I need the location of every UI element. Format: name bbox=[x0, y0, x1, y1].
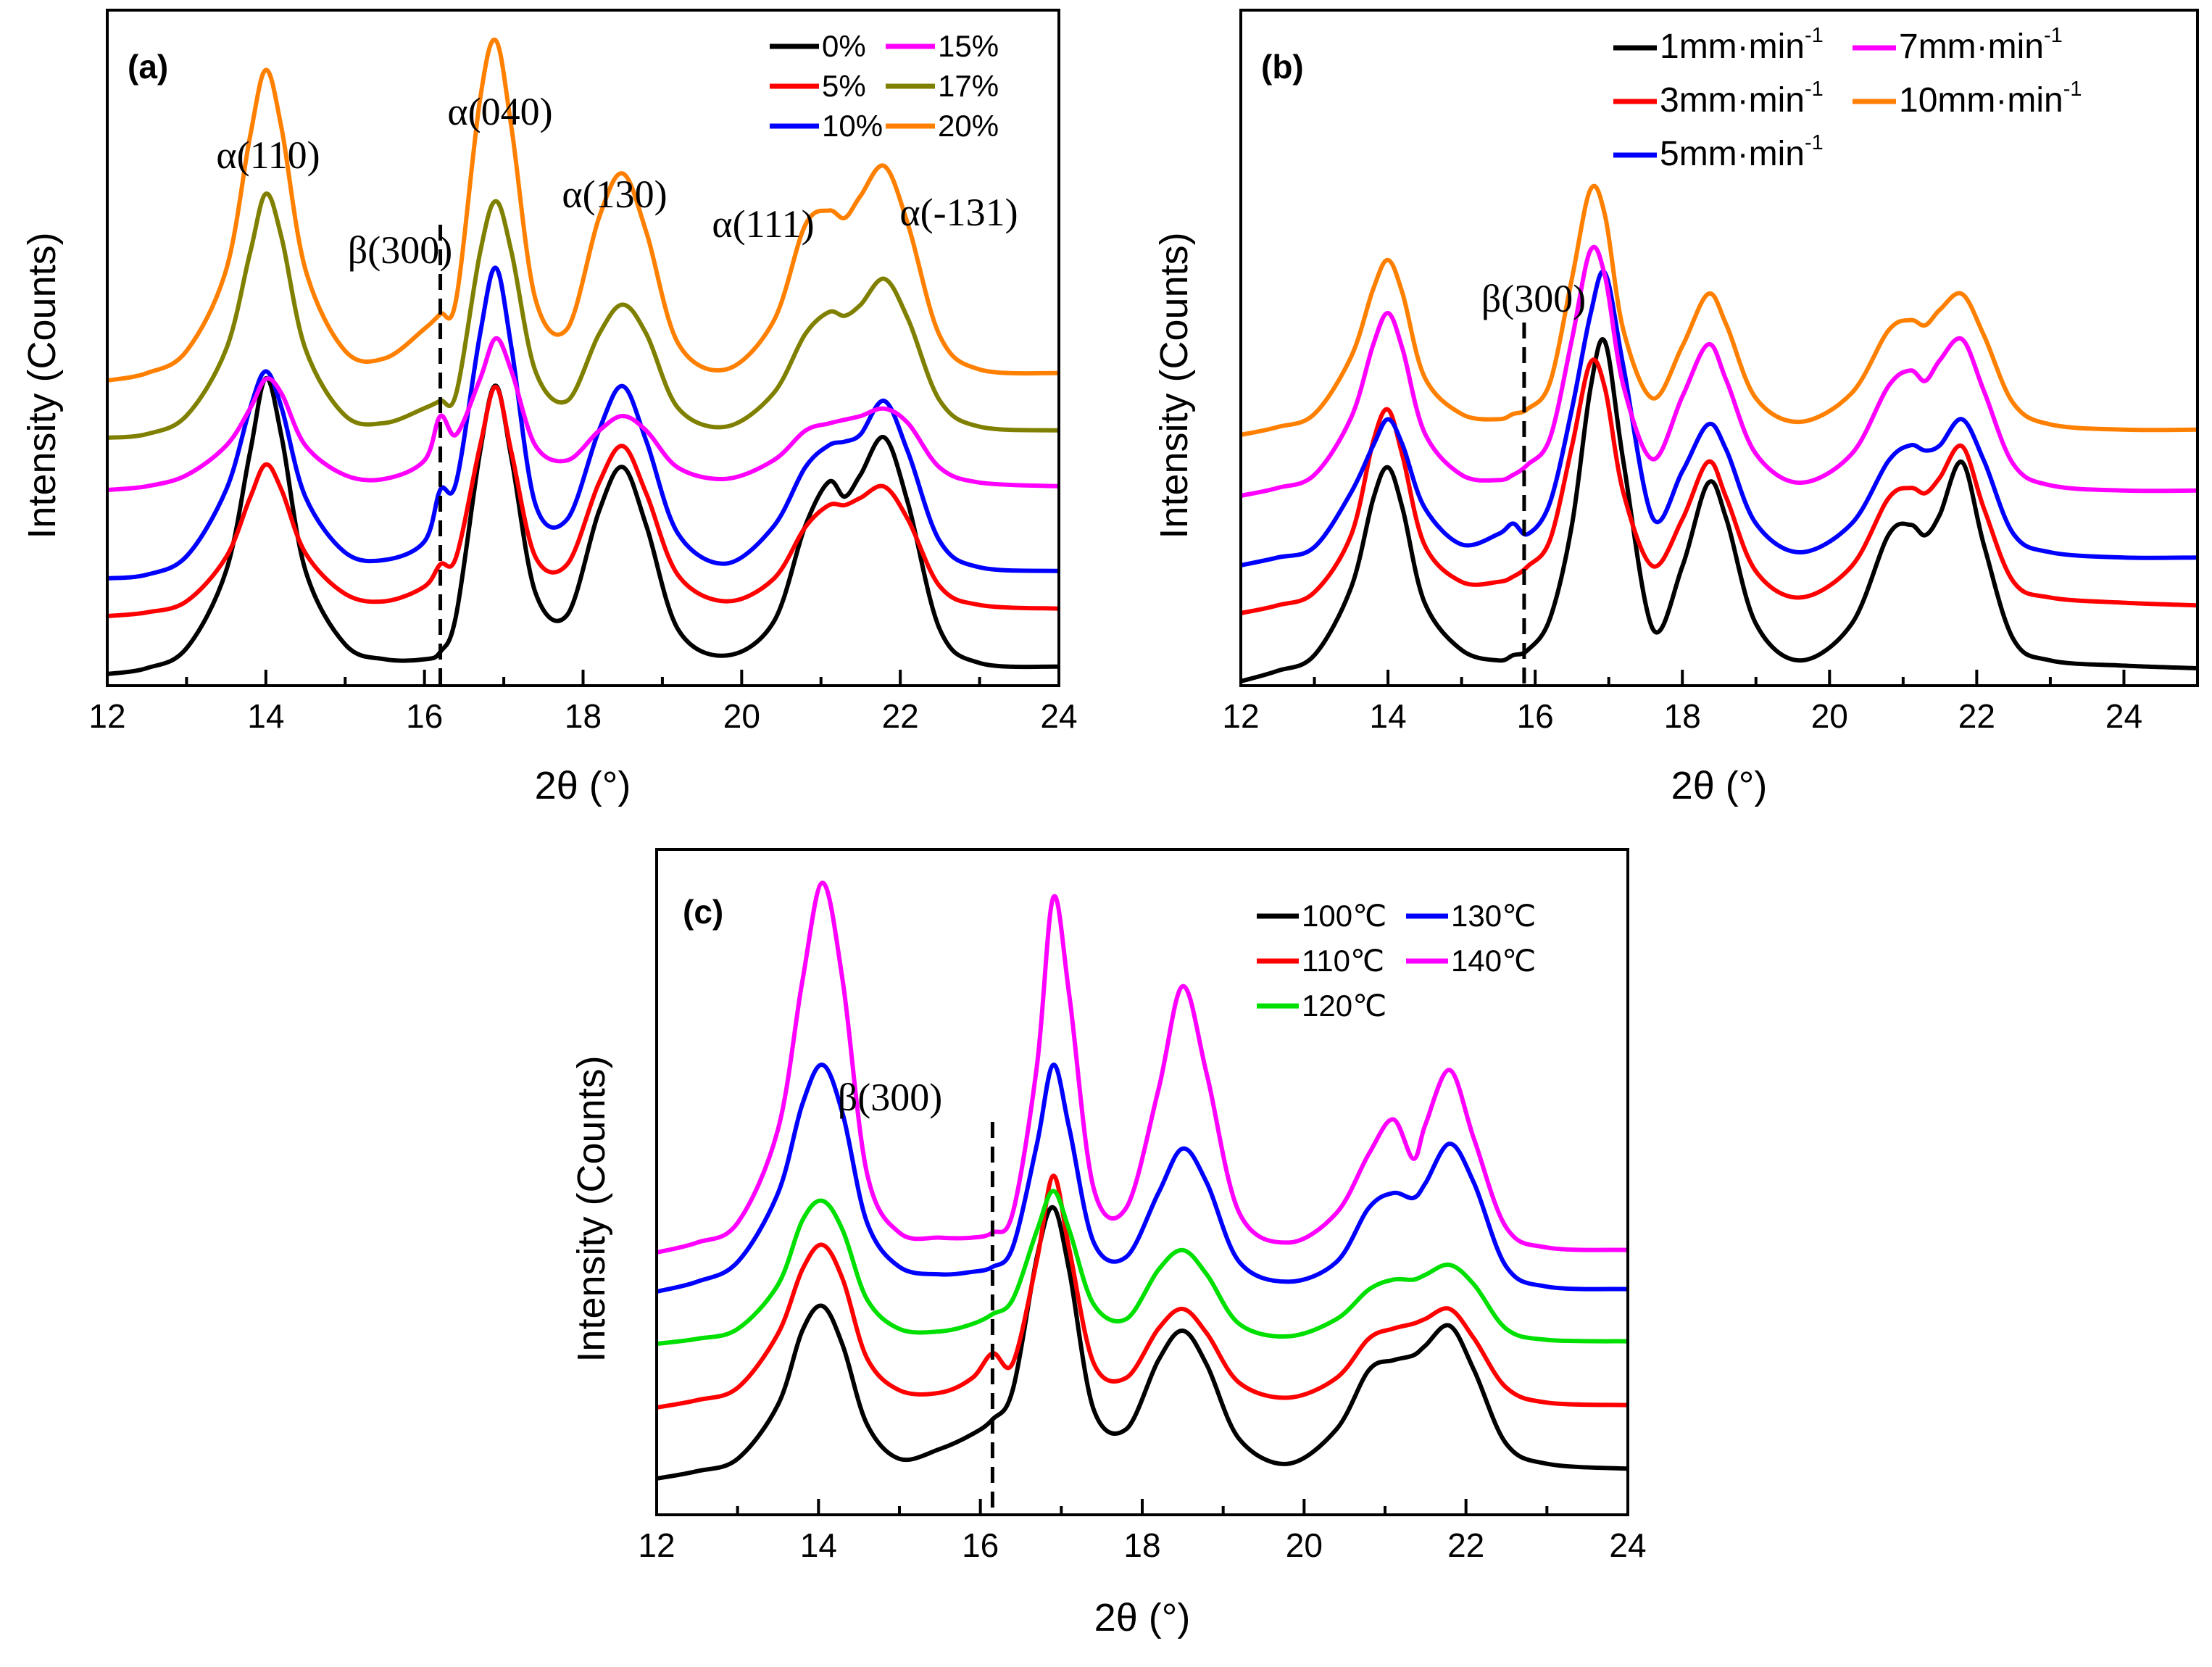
chart-c-series-line-4 bbox=[656, 881, 1629, 1255]
chart-b-x-tick-label: 14 bbox=[1369, 697, 1406, 735]
chart-c-x-tick-label: 16 bbox=[962, 1526, 999, 1564]
chart-a-legend-label: 17% bbox=[938, 69, 999, 103]
chart-c-peak-labels: β(300) bbox=[838, 1076, 942, 1119]
chart-c-x-tick-label: 14 bbox=[800, 1526, 837, 1564]
chart-c-legend-label: 130℃ bbox=[1451, 899, 1536, 933]
chart-c-series-line-0 bbox=[656, 1205, 1629, 1481]
chart-b-svg: 12 14 16 18 20 22 24 (b) 2θ (°) Intensity (Cou… bbox=[1152, 9, 2199, 807]
chart-b-series-line-3 bbox=[1240, 244, 2198, 498]
chart-a-x-tick-label: 18 bbox=[565, 697, 602, 735]
chart-c-x-tick-label: 22 bbox=[1447, 1526, 1484, 1564]
chart-c-series-line-2 bbox=[656, 1189, 1629, 1346]
chart-a-panel-label: (a) bbox=[128, 48, 168, 86]
panel-b: 12 14 16 18 20 22 24 (b) 2θ (°) Intensity (Cou… bbox=[1106, 0, 2212, 832]
chart-b-legend: 1mm·min-1 7mm·min-1 3mm·min-1 10mm·min-1 5mm… bbox=[1613, 24, 2082, 173]
chart-a-legend-label: 15% bbox=[938, 29, 999, 63]
chart-b-legend-label: 5mm·min-1 bbox=[1660, 131, 1824, 173]
chart-a-series-group bbox=[107, 37, 1060, 676]
chart-b-x-tick-label: 22 bbox=[1958, 697, 1995, 735]
chart-a-peak-labels: α(110) α(040)α(130) α(111) α(-131) β(300) bbox=[216, 90, 1018, 272]
chart-b-series-group bbox=[1240, 183, 2198, 683]
chart-b-series-line-0 bbox=[1240, 337, 2198, 683]
chart-a-peak-label: α(-131) bbox=[899, 191, 1018, 234]
chart-c-series-line-1 bbox=[656, 1173, 1629, 1410]
chart-a-x-tick-label: 14 bbox=[247, 697, 284, 735]
chart-a-legend: 0% 15% 5% 17% 10% 20% bbox=[770, 29, 999, 143]
chart-a-x-tick-label: 16 bbox=[406, 697, 443, 735]
chart-c-ticks: 12 14 16 18 20 22 24 bbox=[638, 1499, 1647, 1564]
chart-b-x-tick-label: 24 bbox=[2105, 697, 2142, 735]
chart-a-xlabel: 2θ (°) bbox=[535, 764, 631, 807]
chart-a-ylabel: Intensity (Counts) bbox=[20, 232, 64, 539]
chart-c-x-tick-label: 18 bbox=[1123, 1526, 1160, 1564]
chart-b-legend-label: 10mm·min-1 bbox=[1899, 78, 2082, 120]
chart-a-legend-label: 5% bbox=[822, 69, 866, 103]
chart-a-svg: 12 14 16 18 20 22 24 (a) 2θ (°) Intensity (Cou… bbox=[20, 9, 1078, 807]
chart-b-series-line-2 bbox=[1240, 269, 2198, 568]
chart-c-peak-label: β(300) bbox=[838, 1076, 942, 1119]
chart-a-series-line-4 bbox=[107, 191, 1060, 440]
chart-b-ticks: 12 14 16 18 20 22 24 bbox=[1222, 670, 2142, 735]
chart-b-legend-label: 1mm·min-1 bbox=[1660, 24, 1824, 66]
chart-a-series-line-0 bbox=[107, 376, 1060, 676]
chart-a-legend-label: 10% bbox=[822, 109, 883, 143]
chart-c-legend: 100℃ 130℃ 110℃ 140℃ 120℃ bbox=[1257, 899, 1536, 1023]
chart-c-legend-label: 110℃ bbox=[1302, 944, 1384, 978]
chart-b-x-tick-label: 18 bbox=[1664, 697, 1701, 735]
chart-b-xlabel: 2θ (°) bbox=[1671, 764, 1768, 807]
chart-a-x-tick-label: 12 bbox=[88, 697, 125, 735]
panel-a: 12 14 16 18 20 22 24 (a) 2θ (°) Intensity (Cou… bbox=[0, 0, 1106, 832]
chart-a-series-line-3 bbox=[107, 336, 1060, 492]
chart-b-frame bbox=[1239, 9, 2199, 687]
chart-b-ylabel: Intensity (Counts) bbox=[1152, 232, 1196, 539]
chart-c-legend-label: 140℃ bbox=[1451, 944, 1536, 978]
chart-c-x-tick-label: 12 bbox=[638, 1526, 675, 1564]
chart-a-frame bbox=[106, 9, 1060, 687]
chart-c-x-tick-label: 24 bbox=[1609, 1526, 1646, 1564]
chart-a-series-line-2 bbox=[107, 265, 1060, 581]
chart-c-svg: 12 14 16 18 20 22 24 (c) 2θ (°) Intensity (Cou… bbox=[570, 848, 1647, 1639]
chart-a-ticks: 12 14 16 18 20 22 24 bbox=[88, 670, 1078, 735]
chart-b-series-line-4 bbox=[1240, 183, 2198, 437]
chart-c-series-group bbox=[656, 881, 1629, 1481]
chart-b-peak-labels: β(300) bbox=[1481, 277, 1586, 320]
chart-c-series-line-3 bbox=[656, 1063, 1629, 1294]
chart-c-legend-label: 120℃ bbox=[1302, 989, 1386, 1023]
chart-b-peak-label: β(300) bbox=[1481, 277, 1586, 320]
chart-a-peak-label: α(110) bbox=[216, 133, 320, 177]
chart-a-peak-label: α(130) bbox=[562, 172, 667, 216]
chart-c-panel-label: (c) bbox=[683, 893, 723, 931]
chart-a-x-tick-label: 24 bbox=[1040, 697, 1077, 735]
chart-a-peak-label: β(300) bbox=[348, 228, 452, 272]
panel-c: 12 14 16 18 20 22 24 (c) 2θ (°) Intensity (Cou… bbox=[551, 832, 1661, 1663]
chart-b-x-tick-label: 16 bbox=[1517, 697, 1554, 735]
chart-a-legend-label: 0% bbox=[822, 29, 866, 63]
chart-a-series-line-1 bbox=[107, 384, 1060, 618]
chart-b-panel-label: (b) bbox=[1261, 48, 1304, 86]
chart-a-peak-label: α(040) bbox=[447, 90, 552, 133]
chart-b-series-line-1 bbox=[1240, 357, 2198, 615]
chart-b-legend-label: 3mm·min-1 bbox=[1660, 78, 1824, 120]
chart-c-ylabel: Intensity (Counts) bbox=[570, 1055, 613, 1362]
chart-b-x-tick-label: 20 bbox=[1811, 697, 1848, 735]
chart-a-peak-label: α(111) bbox=[712, 202, 814, 246]
chart-c-x-tick-label: 20 bbox=[1286, 1526, 1323, 1564]
chart-a-x-tick-label: 22 bbox=[882, 697, 919, 735]
chart-b-x-tick-label: 12 bbox=[1222, 697, 1259, 735]
chart-a-x-tick-label: 20 bbox=[723, 697, 760, 735]
chart-a-legend-label: 20% bbox=[938, 109, 999, 143]
chart-c-legend-label: 100℃ bbox=[1302, 899, 1386, 933]
chart-a-series-line-5 bbox=[107, 37, 1060, 383]
chart-b-legend-label: 7mm·min-1 bbox=[1899, 24, 2063, 66]
chart-c-xlabel: 2θ (°) bbox=[1094, 1596, 1191, 1639]
